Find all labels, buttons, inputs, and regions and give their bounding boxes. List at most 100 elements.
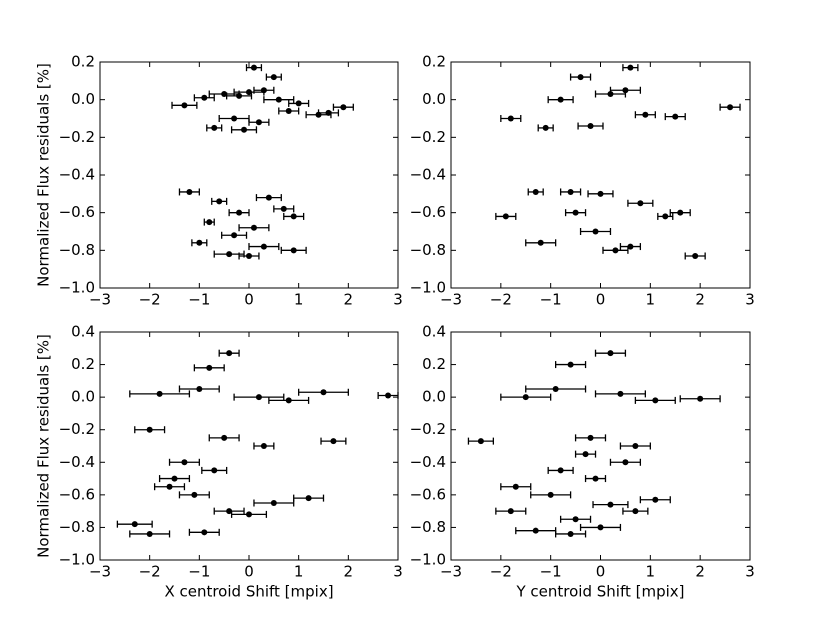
y-tick-label: −0.6 (59, 203, 95, 221)
y-tick-label: −1.0 (410, 279, 446, 297)
point (255, 119, 262, 126)
point (295, 100, 302, 107)
point (532, 527, 539, 534)
y-tick-label: −1.0 (410, 551, 446, 569)
point (597, 524, 604, 531)
point (502, 213, 509, 220)
point (231, 115, 238, 122)
point (250, 64, 257, 71)
point (270, 500, 277, 506)
point (146, 530, 153, 537)
point (325, 109, 332, 116)
x-tick-label: 2 (344, 563, 354, 581)
y-tick-label: −0.8 (59, 241, 95, 259)
point (532, 188, 539, 195)
point (181, 102, 188, 109)
y-tick-label: −0.2 (59, 420, 95, 438)
point (697, 395, 704, 402)
point (211, 467, 218, 474)
y-tick-label: −0.4 (59, 166, 95, 184)
point (637, 200, 644, 207)
x-tick-label: −3 (89, 291, 111, 309)
point (567, 530, 574, 537)
point (552, 386, 559, 392)
point (340, 104, 347, 111)
point (652, 496, 659, 503)
y-tick-label: −0.4 (410, 453, 446, 471)
y-tick-label: −0.2 (410, 420, 446, 438)
point (241, 126, 248, 133)
y-tick-label: −0.6 (59, 485, 95, 503)
point (146, 426, 153, 433)
point (572, 516, 579, 523)
point (206, 364, 213, 371)
point (477, 438, 484, 445)
y-tick-label: −0.4 (410, 166, 446, 184)
point (612, 247, 619, 254)
point (627, 243, 634, 250)
point (236, 209, 243, 216)
x-tick-label: 3 (393, 563, 403, 581)
point (597, 190, 604, 197)
point (577, 74, 584, 81)
point (211, 124, 218, 131)
y-tick-label: −0.8 (410, 241, 446, 259)
point (196, 386, 203, 392)
point (280, 205, 287, 212)
point (587, 123, 594, 130)
point (221, 434, 228, 441)
point (692, 252, 699, 259)
point (557, 467, 564, 474)
x-tick-label: −3 (440, 291, 462, 309)
point (622, 87, 629, 94)
point (305, 495, 312, 502)
point (216, 198, 223, 205)
y-tick-label: −0.6 (410, 203, 446, 221)
point (507, 508, 514, 515)
y-tick-label: 0.4 (71, 323, 95, 341)
point (632, 443, 639, 449)
point (512, 483, 519, 490)
x-tick-label: 2 (344, 291, 354, 309)
point (567, 188, 574, 195)
point (181, 459, 188, 466)
y-tick-label: −0.2 (410, 128, 446, 146)
point (330, 438, 337, 445)
point (607, 501, 614, 508)
point (260, 443, 267, 449)
point (677, 209, 684, 216)
point (226, 251, 233, 258)
x-tick-label: −1 (188, 291, 210, 309)
x-tick-label: 3 (393, 291, 403, 309)
x-tick-label: −2 (490, 563, 512, 581)
point (622, 459, 629, 466)
point (522, 394, 529, 401)
point (265, 194, 272, 201)
point (246, 89, 252, 96)
y-tick-label: −0.8 (410, 518, 446, 536)
point (191, 491, 198, 498)
y-tick-label: 0.2 (71, 53, 95, 71)
point (662, 213, 669, 220)
x-axis-label: Y centroid Shift [mpix] (515, 583, 684, 601)
point (250, 224, 257, 231)
x-tick-label: −2 (139, 563, 161, 581)
y-axis-label: Normalized Flux residuals [%] (35, 334, 53, 558)
point (572, 209, 579, 216)
x-tick-label: 0 (596, 291, 606, 309)
y-tick-label: −1.0 (59, 551, 95, 569)
x-axis-label: X centroid Shift [mpix] (164, 583, 333, 601)
point (236, 92, 243, 99)
x-tick-label: −1 (540, 563, 562, 581)
point (221, 91, 228, 98)
point (537, 239, 544, 246)
y-tick-label: 0.4 (422, 323, 446, 341)
point (547, 491, 554, 498)
point (672, 113, 679, 120)
y-tick-label: 0.0 (422, 90, 446, 108)
y-tick-label: 0.0 (71, 388, 95, 406)
point (196, 239, 203, 246)
x-tick-label: 2 (695, 291, 705, 309)
point (542, 124, 549, 131)
